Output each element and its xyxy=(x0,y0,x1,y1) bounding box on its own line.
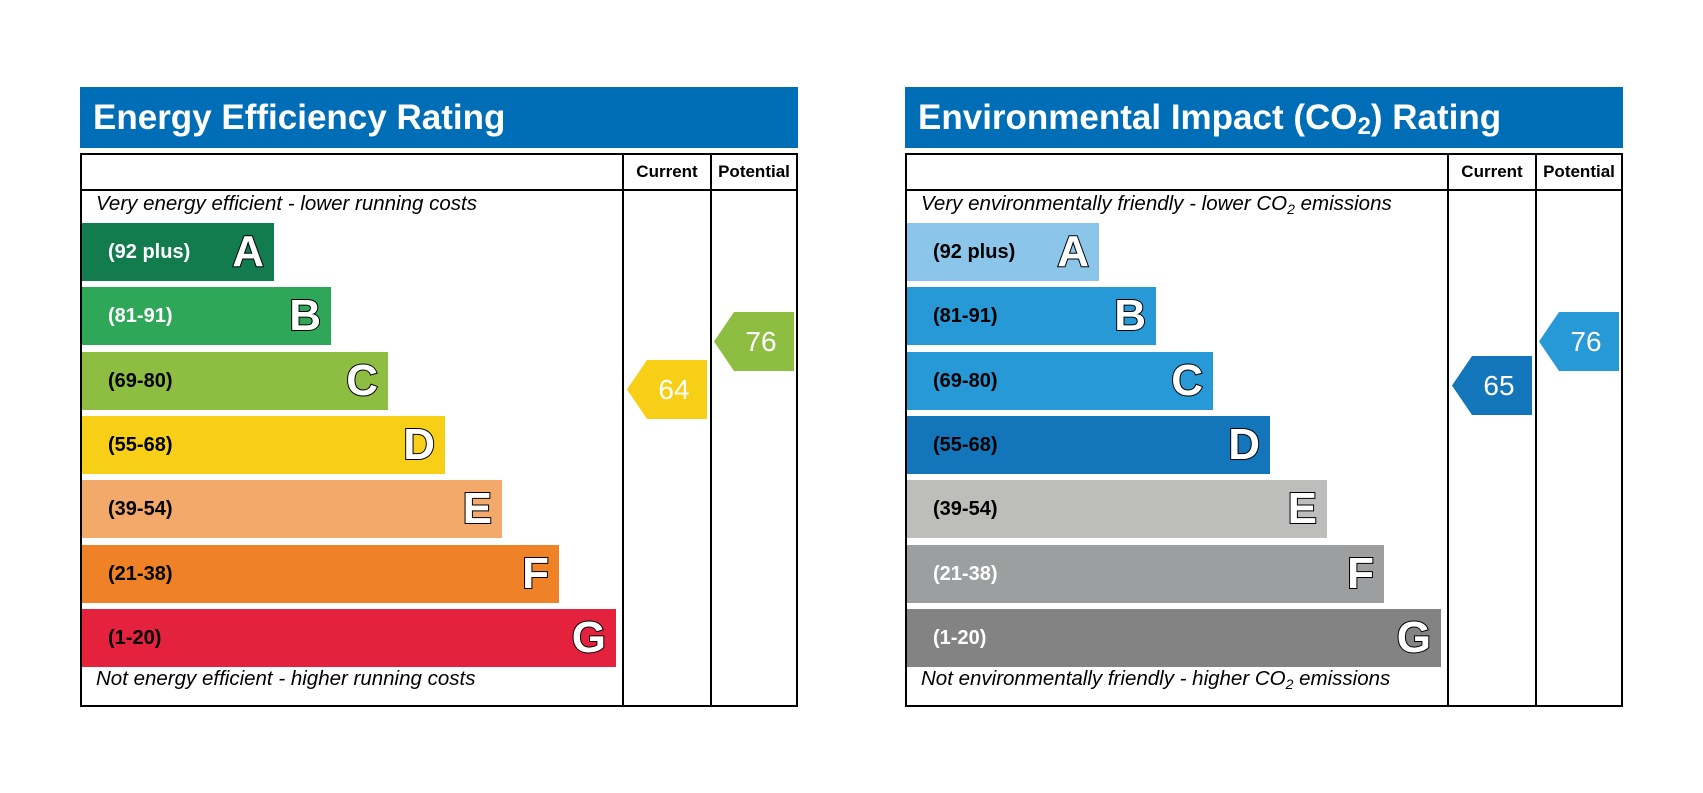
potential-rating-value: 76 xyxy=(745,326,777,358)
band-letter-label: G xyxy=(571,612,607,663)
band-e: (39-54) E xyxy=(907,480,1327,539)
potential-rating-value: 76 xyxy=(1570,326,1602,358)
marker-arrow xyxy=(714,312,794,372)
column-header-potential: Potential xyxy=(1543,162,1615,181)
band-letter-label: A xyxy=(1056,226,1090,277)
marker-arrow xyxy=(1539,312,1619,372)
band-range-label: (21-38) xyxy=(933,562,998,585)
title-bar: Environmental Impact (CO2) Rating xyxy=(905,87,1623,148)
current-rating-value: 64 xyxy=(658,373,690,405)
bottom-note: Not energy efficient - higher running co… xyxy=(96,667,476,690)
top-note: Very energy efficient - lower running co… xyxy=(96,192,477,215)
environmental-impact-chart: Environmental Impact (CO2) Rating Curren… xyxy=(905,87,1623,707)
band-f: (21-38) F xyxy=(82,544,559,603)
column-header-current: Current xyxy=(636,162,698,181)
band-b: (81-91) B xyxy=(82,287,331,346)
band-c: (69-80) C xyxy=(907,351,1213,410)
band-letter-label: B xyxy=(288,290,322,341)
band-b: (81-91) B xyxy=(907,287,1156,346)
band-letter-label: D xyxy=(402,419,436,470)
band-a: (92 plus) A xyxy=(907,223,1099,281)
band-e: (39-54) E xyxy=(82,480,502,539)
current-rating-value: 65 xyxy=(1483,369,1515,401)
rating-table: Current Potential Very energy efficient … xyxy=(80,153,798,707)
column-header-current: Current xyxy=(1461,162,1523,181)
band-letter-label: F xyxy=(521,548,550,599)
marker-arrow xyxy=(627,359,707,419)
band-range-label: (55-68) xyxy=(108,433,173,456)
chart-title: Energy Efficiency Rating xyxy=(93,98,506,137)
band-a: (92 plus) A xyxy=(82,223,274,281)
band-range-label: (69-80) xyxy=(933,369,998,392)
band-f: (21-38) F xyxy=(907,544,1384,603)
bottom-note: Not environmentally friendly - higher CO… xyxy=(921,667,1391,692)
marker-arrow-shape xyxy=(1452,355,1532,415)
marker-arrow-shape xyxy=(1539,312,1619,372)
band-letter-label: C xyxy=(345,355,379,406)
band-letter-label: E xyxy=(1287,483,1318,534)
band-range-label: (1-20) xyxy=(933,626,987,649)
energy-efficiency-chart: Energy Efficiency Rating Current Potenti… xyxy=(80,87,798,707)
potential-rating-marker: 76 xyxy=(714,312,794,372)
band-range-label: (81-91) xyxy=(933,305,998,328)
band-range-label: (55-68) xyxy=(933,433,998,456)
band-range-label: (69-80) xyxy=(108,369,173,392)
band-range-label: (81-91) xyxy=(108,305,173,328)
band-letter-label: C xyxy=(1170,355,1204,406)
rating-table: Current Potential Very environmentally f… xyxy=(905,153,1623,707)
marker-arrow xyxy=(1452,355,1532,415)
band-letter-label: F xyxy=(1346,548,1375,599)
band-range-label: (92 plus) xyxy=(933,241,1016,263)
top-note: Very environmentally friendly - lower CO… xyxy=(921,192,1392,217)
band-range-label: (39-54) xyxy=(108,498,173,521)
marker-arrow-shape xyxy=(627,359,707,419)
chart-title: Environmental Impact (CO2) Rating xyxy=(918,98,1502,140)
column-header-potential: Potential xyxy=(718,162,790,181)
band-range-label: (92 plus) xyxy=(108,241,191,263)
current-rating-marker: 64 xyxy=(627,359,707,419)
potential-rating-marker: 76 xyxy=(1539,312,1619,372)
band-c: (69-80) C xyxy=(82,351,388,410)
band-g: (1-20) G xyxy=(907,608,1441,667)
marker-arrow-shape xyxy=(714,312,794,372)
band-g: (1-20) G xyxy=(82,608,616,667)
band-range-label: (39-54) xyxy=(933,498,998,521)
band-range-label: (1-20) xyxy=(108,626,162,649)
current-rating-marker: 65 xyxy=(1452,355,1532,415)
band-d: (55-68) D xyxy=(907,415,1270,474)
band-d: (55-68) D xyxy=(82,415,445,474)
band-range-label: (21-38) xyxy=(108,562,173,585)
band-letter-label: E xyxy=(462,483,493,534)
band-letter-label: G xyxy=(1396,612,1432,663)
title-bar: Energy Efficiency Rating xyxy=(80,87,798,148)
band-letter-label: A xyxy=(231,226,265,277)
band-letter-label: D xyxy=(1227,419,1261,470)
band-letter-label: B xyxy=(1113,290,1147,341)
